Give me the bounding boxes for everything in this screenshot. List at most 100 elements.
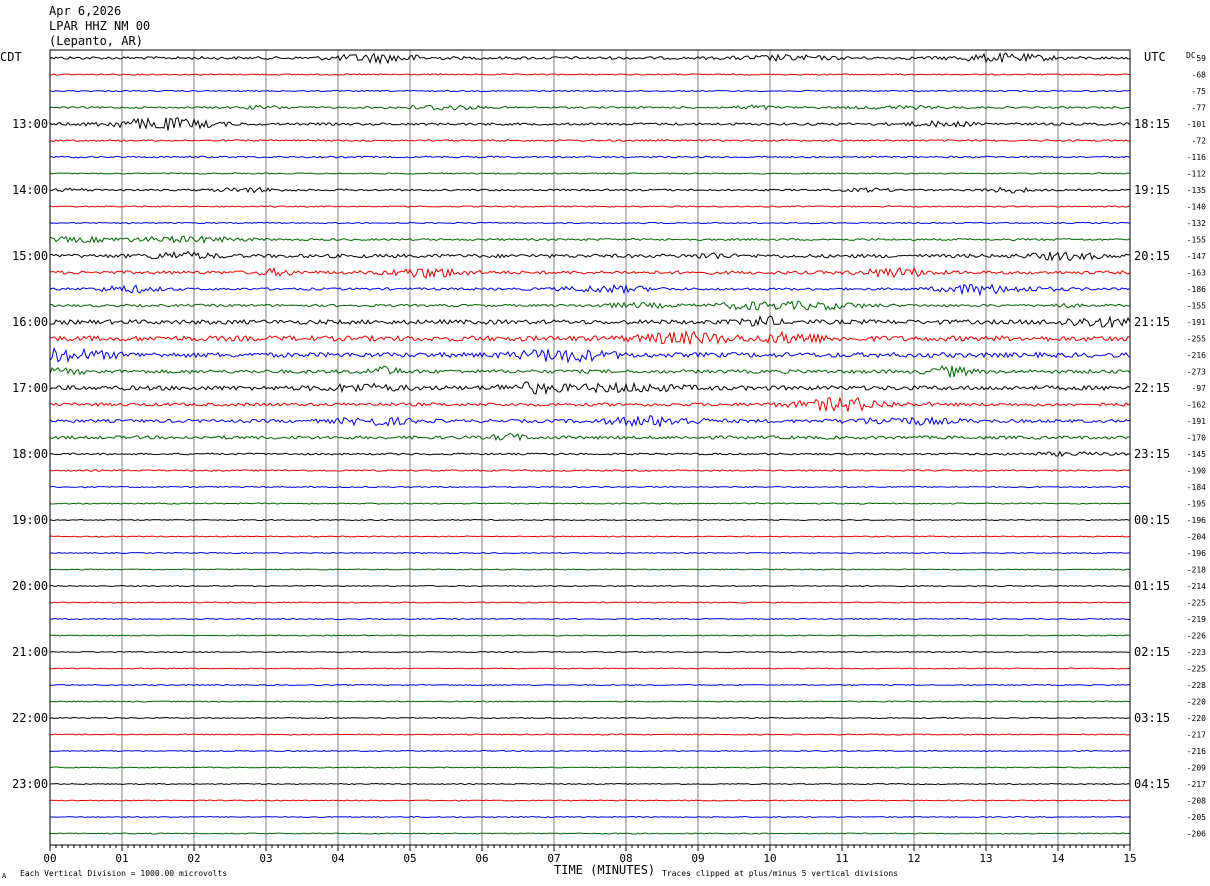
header-location: (Lepanto, AR)	[49, 34, 143, 48]
dc-offset-label: -145	[1187, 450, 1206, 459]
utc-label: UTC	[1144, 50, 1166, 64]
utc-hour-label: 21:15	[1134, 315, 1170, 329]
seismic-trace	[49, 89, 1131, 93]
utc-hour-label: 20:15	[1134, 249, 1170, 263]
seismic-trace	[49, 235, 1131, 244]
seismic-trace	[49, 450, 1131, 458]
dc-offset-label: -273	[1187, 368, 1206, 377]
cdt-hour-label: 21:00	[12, 645, 48, 659]
dc-offset-label: -228	[1187, 681, 1206, 690]
seismic-trace	[50, 535, 1131, 538]
seismic-trace	[49, 832, 1130, 835]
corner-mark: A	[2, 872, 7, 880]
seismic-trace	[49, 283, 1131, 297]
seismic-traces	[49, 51, 1131, 835]
seismic-trace	[49, 617, 1130, 621]
dc-offset-label: -206	[1187, 830, 1206, 839]
x-tick-label: 00	[43, 852, 56, 865]
dc-offset-label: -147	[1187, 252, 1206, 261]
dc-offset-label: -205	[1187, 813, 1206, 822]
seismic-trace	[49, 396, 1131, 413]
dc-offset-labels: 59 -68 -75 -77 -101 -72 -116 -112 -135 -140 -132 -1…	[1187, 54, 1206, 839]
x-tick-label: 08	[619, 852, 632, 865]
x-tick-label: 02	[187, 852, 200, 865]
utc-hour-label: 23:15	[1134, 447, 1170, 461]
utc-hour-label: 01:15	[1134, 579, 1170, 593]
utc-hour-label: 18:15	[1134, 117, 1170, 131]
seismic-trace	[49, 415, 1131, 428]
seismic-trace	[49, 51, 1131, 65]
seismic-trace	[49, 485, 1131, 489]
x-tick-label: 04	[331, 852, 345, 865]
dc-offset-label: -196	[1187, 549, 1206, 558]
dc-offset-label: -225	[1187, 665, 1206, 674]
seismic-trace	[49, 139, 1131, 142]
dc-offset-label: -225	[1187, 599, 1206, 608]
dc-offset-label: -217	[1187, 731, 1206, 740]
seismic-trace	[49, 601, 1131, 604]
utc-hour-label: 00:15	[1134, 513, 1170, 527]
dc-offset-label: -72	[1192, 137, 1207, 146]
seismic-trace	[49, 799, 1131, 802]
dc-label: DC	[1186, 51, 1196, 60]
seismic-trace	[49, 347, 1131, 364]
cdt-hour-label: 13:00	[12, 117, 48, 131]
dc-offset-label: -75	[1192, 87, 1207, 96]
seismic-trace	[49, 329, 1131, 345]
x-tick-label: 11	[835, 852, 848, 865]
seismic-trace	[49, 381, 1131, 396]
dc-offset-label: -204	[1187, 533, 1206, 542]
dc-offset-label: -196	[1187, 516, 1206, 525]
dc-offset-label: -223	[1187, 648, 1206, 657]
utc-hour-label: 03:15	[1134, 711, 1170, 725]
seismic-trace	[49, 300, 1131, 311]
x-tick-label: 01	[115, 852, 128, 865]
cdt-label: CDT	[0, 50, 22, 64]
dc-offset-label: -219	[1187, 615, 1206, 624]
dc-offset-label: -132	[1187, 219, 1206, 228]
seismic-trace	[49, 766, 1131, 769]
x-axis: 00 01 02 03 04 05 06 07 08 09 10 11 12 13 14 15	[43, 845, 1137, 865]
seismic-trace	[49, 205, 1131, 208]
seismic-trace	[49, 186, 1131, 194]
utc-hour-label: 02:15	[1134, 645, 1170, 659]
dc-offset-label: -112	[1187, 170, 1206, 179]
seismic-trace	[49, 221, 1131, 225]
dc-offset-label: -195	[1187, 500, 1206, 509]
dc-offset-label: -191	[1187, 417, 1206, 426]
dc-offset-label: -220	[1187, 714, 1206, 723]
dc-offset-label: -191	[1187, 318, 1206, 327]
seismic-trace	[49, 364, 1131, 378]
seismic-trace	[49, 432, 1131, 442]
seismic-trace	[49, 584, 1131, 588]
utc-hour-label: 22:15	[1134, 381, 1170, 395]
seismic-trace	[49, 155, 1131, 159]
cdt-hour-label: 18:00	[12, 447, 48, 461]
utc-hour-label: 04:15	[1134, 777, 1170, 791]
seismic-trace	[50, 667, 1131, 670]
seismic-trace	[49, 568, 1131, 571]
dc-offset-label: -220	[1187, 698, 1206, 707]
seismic-trace	[49, 104, 1131, 111]
seismic-trace	[49, 700, 1131, 703]
dc-offset-label: -155	[1187, 236, 1206, 245]
utc-hour-labels: 18:15 19:15 20:15 21:15 22:15 23:15 00:15 01:15…	[1134, 117, 1170, 791]
cdt-hour-label: 23:00	[12, 777, 48, 791]
dc-offset-label: -190	[1187, 467, 1206, 476]
dc-offset-label: -216	[1187, 351, 1206, 360]
seismic-trace	[49, 314, 1131, 328]
seismic-trace	[49, 650, 1131, 654]
utc-hour-label: 19:15	[1134, 183, 1170, 197]
x-tick-label: 05	[403, 852, 416, 865]
seismic-trace	[49, 250, 1131, 262]
x-tick-label: 09	[691, 852, 704, 865]
dc-offset-label: -97	[1192, 384, 1207, 393]
seismic-trace	[49, 749, 1131, 753]
clip-note: Traces clipped at plus/minus 5 vertical …	[662, 869, 898, 878]
dc-offset-label: -162	[1187, 401, 1206, 410]
x-tick-label: 07	[547, 852, 560, 865]
time-gridlines	[121, 50, 1059, 845]
dc-offset-label: -218	[1187, 566, 1206, 575]
dc-offset-label: -155	[1187, 302, 1206, 311]
